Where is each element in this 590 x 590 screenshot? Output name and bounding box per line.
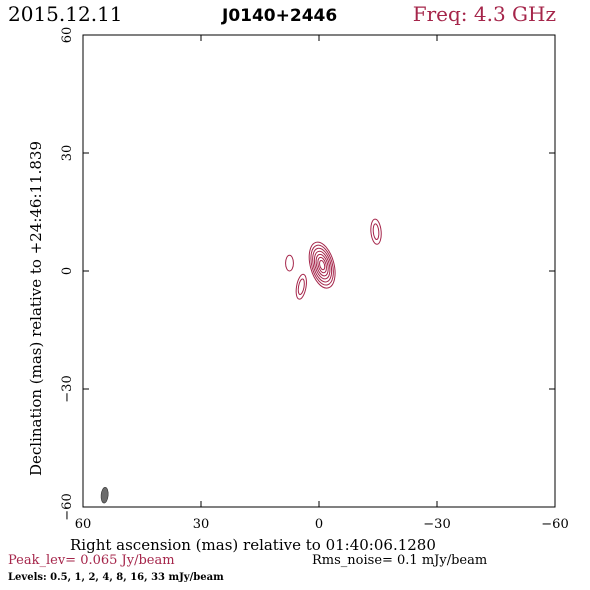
y-axis-label: Declination (mas) relative to +24:46:11.… — [27, 141, 45, 476]
axis-ticks: 60 30 0 −30 −60 −60 −30 0 30 60 — [60, 27, 569, 532]
contour-lines — [285, 218, 382, 300]
contour-core — [313, 250, 331, 280]
x-axis-label: Right ascension (mas) relative to 01:40:… — [70, 536, 436, 554]
y-tick-label: −60 — [60, 493, 75, 520]
x-tick-label: 60 — [75, 517, 92, 532]
source-name: J0140+2446 — [222, 6, 338, 26]
y-tick-label: 60 — [60, 27, 75, 44]
contour-core — [315, 253, 329, 277]
contour-east-knot — [295, 273, 307, 300]
rms-noise: Rms_noise= 0.1 mJy/beam — [312, 553, 488, 568]
contour-east-knot — [297, 278, 305, 295]
y-tick-label: 30 — [60, 145, 75, 162]
contour-core — [317, 256, 327, 274]
contour-west-knot — [370, 218, 382, 245]
x-tick-label: −60 — [541, 517, 568, 532]
beam-ellipse — [100, 487, 109, 504]
contour-core — [310, 244, 334, 286]
restoring-beam — [100, 487, 109, 504]
frequency-label: Freq: 4.3 GHz — [412, 2, 556, 26]
contour-core — [308, 241, 336, 289]
peak-level: Peak_lev= 0.065 Jy/beam — [8, 553, 175, 568]
x-tick-label: −30 — [423, 517, 450, 532]
contour-levels: Levels: 0.5, 1, 2, 4, 8, 16, 33 mJy/beam — [8, 572, 224, 583]
x-tick-label: 30 — [193, 517, 210, 532]
contour-east-blob — [285, 254, 294, 272]
y-tick-label: 0 — [60, 267, 75, 275]
x-tick-label: 0 — [315, 517, 323, 532]
contour-west-knot — [372, 223, 380, 241]
contour-core — [312, 247, 333, 283]
y-tick-label: −30 — [60, 375, 75, 402]
contour-core — [319, 260, 326, 271]
epoch-date: 2015.12.11 — [8, 2, 123, 26]
